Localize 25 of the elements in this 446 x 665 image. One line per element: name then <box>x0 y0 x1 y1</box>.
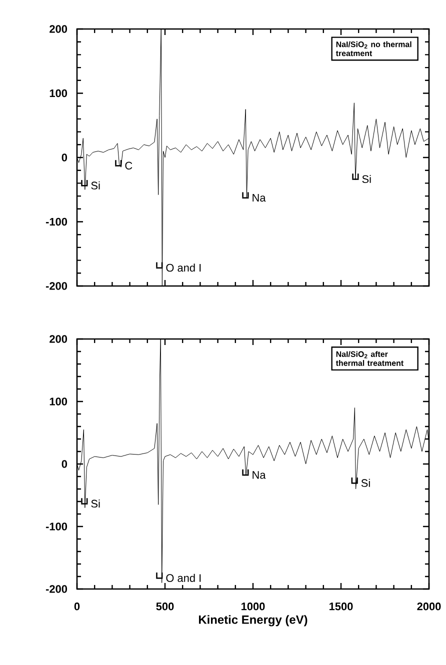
x-tick-label: 0 <box>74 602 80 610</box>
x-tick-label: 1000 <box>242 602 265 610</box>
x-tick-label: 1500 <box>330 602 353 610</box>
y-tick-label: 200 <box>50 335 68 343</box>
y-tick-label: -200 <box>46 282 68 290</box>
y-tick-label: 0 <box>62 460 68 468</box>
x-tick-label: 500 <box>156 602 174 610</box>
x-axis-title: Kinetic Energy (eV) <box>198 615 308 626</box>
y-tick-label: -100 <box>46 218 68 226</box>
y-tick-label: 100 <box>50 89 68 98</box>
annotation: C <box>125 162 132 170</box>
x-tick-label: 2000 <box>417 602 441 610</box>
y-tick-label: -200 <box>46 585 68 593</box>
annotation: Na <box>252 194 266 202</box>
annotation: Si <box>362 174 371 183</box>
annotation: Si <box>361 478 370 487</box>
y-tick-label: 200 <box>50 25 68 33</box>
annotation: Na <box>252 471 266 479</box>
annotation: Si <box>91 500 100 508</box>
annotation: Si <box>91 181 100 190</box>
annotation: O and I <box>166 264 201 272</box>
annotation: O and I <box>166 574 201 582</box>
y-tick-label: 0 <box>62 154 68 162</box>
y-tick-label: -100 <box>46 522 68 530</box>
y-tick-label: 100 <box>50 398 68 406</box>
